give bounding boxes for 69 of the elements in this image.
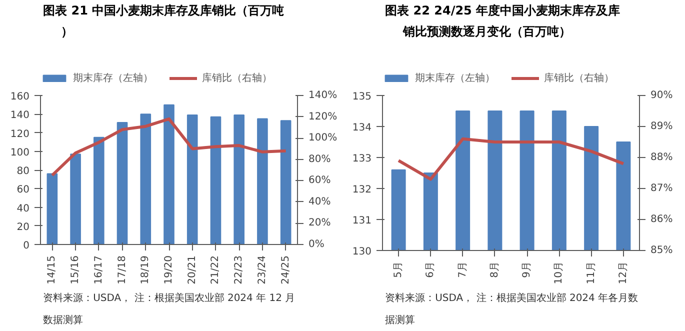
x-tick-label: 11月 xyxy=(586,261,597,284)
x-tick-label: 24/25 xyxy=(280,255,292,284)
y-tick-label: 60 xyxy=(16,184,30,196)
x-tick-label: 7月 xyxy=(457,261,468,278)
x-tick-label: 5月 xyxy=(393,261,404,278)
legend-label: 期末库存（左轴） xyxy=(415,72,495,85)
bar xyxy=(46,173,58,244)
bar xyxy=(210,116,222,244)
x-tick-label: 21/22 xyxy=(210,255,222,284)
y-tick-label: 140 xyxy=(10,110,30,122)
bar xyxy=(140,114,152,244)
legend-label: 库销比（右轴） xyxy=(544,72,614,85)
line-series xyxy=(397,137,625,181)
x-tick-label: 10月 xyxy=(554,261,565,284)
bar xyxy=(234,114,244,244)
legend-label: 期末库存（左轴） xyxy=(73,72,153,85)
x-tick-label: 17/18 xyxy=(116,255,128,284)
x-tick-label: 14/15 xyxy=(46,255,58,284)
line-series xyxy=(50,117,288,177)
x-tick-label: 9月 xyxy=(522,261,533,278)
legend-label: 库销比（右轴） xyxy=(202,72,272,85)
bar xyxy=(186,114,198,244)
y2-tick-label: 120% xyxy=(308,111,338,122)
x-tick-label: 18/19 xyxy=(140,255,152,284)
y-tick-label: 130 xyxy=(352,246,372,258)
y2-tick-label: 80% xyxy=(308,154,331,165)
y-tick-label: 40 xyxy=(16,203,30,214)
bar xyxy=(116,122,128,244)
y2-tick-label: 60% xyxy=(308,175,331,186)
y-tick-label: 120 xyxy=(10,128,30,140)
x-tick-label: 12月 xyxy=(618,261,629,284)
y2-tick-label: 85% xyxy=(650,245,673,256)
y2-tick-label: 89% xyxy=(650,121,673,132)
y-tick-label: 100 xyxy=(10,147,30,158)
chart-title: 图表 22 24/25 年度中国小麦期末库存及库销比预测数逐月变化（百万吨） xyxy=(385,4,620,38)
bar xyxy=(70,154,81,244)
y-tick-label: 135 xyxy=(352,92,372,102)
y-tick-label: 80 xyxy=(16,166,30,177)
y2-tick-label: 40% xyxy=(308,196,331,208)
y2-tick-label: 86% xyxy=(650,214,673,225)
y-tick-label: 132 xyxy=(352,184,372,196)
y-tick-label: 134 xyxy=(352,122,372,134)
bar xyxy=(280,120,292,244)
y-tick-label: 0 xyxy=(23,240,30,252)
y-tick-label: 20 xyxy=(16,222,30,233)
y2-tick-label: 88% xyxy=(650,152,673,163)
bar xyxy=(94,136,104,244)
x-tick-label: 23/24 xyxy=(256,255,268,284)
y2-tick-label: 140% xyxy=(308,90,338,101)
y2-tick-label: 100% xyxy=(308,132,338,144)
text: 资料来源：USDA， 注：根据美国农业部 2024 年 12 月数据测算 xyxy=(43,292,296,326)
bar xyxy=(164,104,174,244)
x-tick-label: 16/17 xyxy=(93,255,104,284)
x-tick-label: 20/21 xyxy=(186,255,198,284)
y2-tick-label: 90% xyxy=(650,90,673,101)
y2-tick-label: 0% xyxy=(308,239,324,250)
x-tick-label: 6月 xyxy=(425,261,436,278)
bar xyxy=(257,118,268,244)
y2-tick-label: 87% xyxy=(650,183,673,194)
x-tick-label: 22/23 xyxy=(234,255,245,284)
x-tick-label: 19/20 xyxy=(164,255,174,284)
x-tick-label: 15/16 xyxy=(70,255,82,284)
x-tick-label: 8月 xyxy=(489,261,500,278)
y-tick-label: 133 xyxy=(352,154,372,164)
text: 资料来源：USDA， 注：根据美国农业部 2024 年各月数据测算 xyxy=(385,292,638,326)
y2-tick-label: 20% xyxy=(308,218,331,229)
chart-title: 图表 21 中国小麦期末库存及库销比（百万吨） xyxy=(43,4,284,38)
y-tick-label: 160 xyxy=(10,92,30,102)
y-tick-label: 131 xyxy=(352,216,372,226)
